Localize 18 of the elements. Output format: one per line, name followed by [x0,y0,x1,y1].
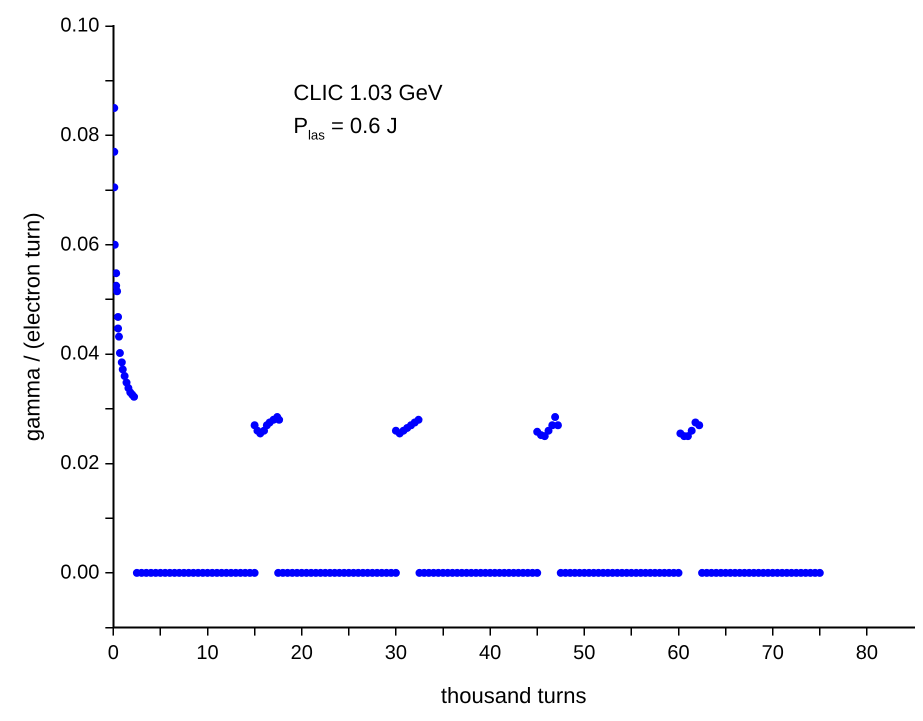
y-tick-label: 0.04 [60,342,100,365]
x-axis-title: thousand turns [440,682,586,708]
x-tick-label: 0 [108,642,119,664]
x-tick-label: 70 [762,642,784,664]
y-tick-label: 0.06 [60,233,100,256]
x-tick-label: 80 [856,642,878,664]
x-tick-label: 50 [573,642,596,664]
annotation: CLIC 1.03 GeV [293,80,443,105]
x-tick-label: 40 [478,642,502,664]
y-tick-label: 0.02 [60,452,100,474]
y-tick-label: 0.00 [60,561,100,584]
y-tick-label: 0.10 [60,14,100,37]
y-axis-title: gamma / (electron turn) [19,212,44,442]
x-tick-label: 10 [196,642,219,664]
x-tick-label: 30 [384,642,408,664]
x-tick-label: 60 [667,642,690,664]
y-tick-label: 0.08 [60,124,100,146]
x-tick-label: 20 [290,642,313,664]
